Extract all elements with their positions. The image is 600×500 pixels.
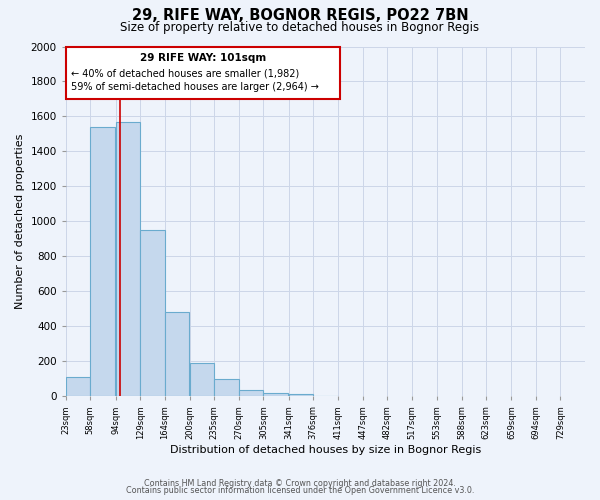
Y-axis label: Number of detached properties: Number of detached properties <box>15 134 25 309</box>
Bar <box>164 312 189 396</box>
Text: 29 RIFE WAY: 101sqm: 29 RIFE WAY: 101sqm <box>140 53 266 63</box>
Bar <box>140 230 164 396</box>
Text: ← 40% of detached houses are smaller (1,982): ← 40% of detached houses are smaller (1,… <box>71 68 299 78</box>
Bar <box>214 379 239 396</box>
Bar <box>239 390 263 396</box>
Text: 29, RIFE WAY, BOGNOR REGIS, PO22 7BN: 29, RIFE WAY, BOGNOR REGIS, PO22 7BN <box>131 8 469 22</box>
Text: Contains HM Land Registry data © Crown copyright and database right 2024.: Contains HM Land Registry data © Crown c… <box>144 478 456 488</box>
Bar <box>190 363 214 396</box>
Bar <box>289 394 313 396</box>
Text: Contains public sector information licensed under the Open Government Licence v3: Contains public sector information licen… <box>126 486 474 495</box>
Bar <box>66 377 91 396</box>
Bar <box>116 122 140 396</box>
Text: 59% of semi-detached houses are larger (2,964) →: 59% of semi-detached houses are larger (… <box>71 82 319 92</box>
Bar <box>91 127 115 396</box>
FancyBboxPatch shape <box>66 46 340 99</box>
X-axis label: Distribution of detached houses by size in Bognor Regis: Distribution of detached houses by size … <box>170 445 481 455</box>
Bar <box>263 393 288 396</box>
Text: Size of property relative to detached houses in Bognor Regis: Size of property relative to detached ho… <box>121 21 479 34</box>
